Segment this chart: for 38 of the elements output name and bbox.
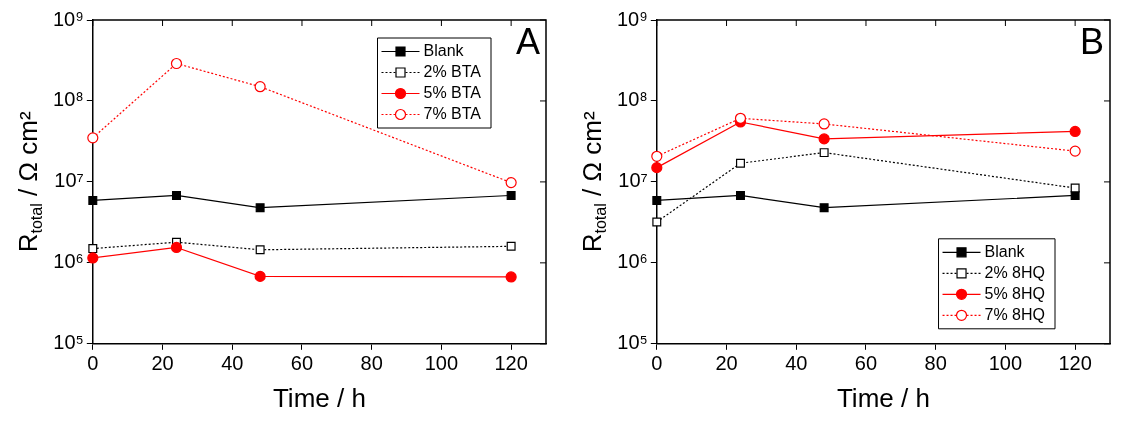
x-tick-label: 20 (151, 352, 174, 375)
x-tick-label: 100 (988, 352, 1023, 375)
chart-title: A (515, 20, 540, 62)
chart-title: B (1079, 20, 1104, 62)
x-tick-label: 20 (715, 352, 738, 375)
legend-label: 7% BTA (423, 104, 482, 122)
y-tick-label: 10⁶ (617, 250, 648, 273)
y-tick-label: 10⁹ (617, 7, 648, 30)
legend-label: Blank (984, 242, 1026, 260)
y-tick-label: 10⁸ (617, 88, 648, 111)
y-tick-label: 10⁶ (53, 250, 84, 273)
x-tick-label: 60 (854, 352, 878, 375)
x-tick-label: 80 (924, 352, 947, 375)
x-tick-label: 40 (221, 352, 244, 375)
legend-label: 5% BTA (423, 83, 482, 101)
y-axis-title: Rtotal / Ω cm² (13, 111, 46, 253)
x-tick-label: 60 (290, 352, 314, 375)
legend-label: 2% BTA (423, 62, 482, 80)
x-tick-label: 0 (651, 352, 663, 375)
x-axis-title: Time / h (836, 382, 930, 413)
y-tick-label: 10⁵ (617, 331, 648, 354)
y-axis-title: Rtotal / Ω cm² (577, 111, 610, 253)
x-tick-label: 100 (424, 352, 459, 375)
x-tick-label: 80 (360, 352, 383, 375)
legend-label: 7% 8HQ (984, 305, 1045, 323)
x-tick-label: 0 (87, 352, 99, 375)
legend-label: 5% 8HQ (984, 284, 1045, 302)
x-axis-title: Time / h (272, 382, 366, 413)
y-tick-label: 10⁸ (53, 88, 84, 111)
y-tick-label: 10⁷ (618, 169, 648, 192)
x-tick-label: 120 (1058, 352, 1092, 375)
x-tick-label: 40 (785, 352, 808, 375)
x-tick-label: 120 (494, 352, 528, 375)
y-tick-label: 10⁹ (53, 7, 84, 30)
y-tick-label: 10⁷ (54, 169, 84, 192)
legend-label: Blank (423, 41, 465, 59)
y-tick-label: 10⁵ (53, 331, 84, 354)
legend-label: 2% 8HQ (984, 263, 1045, 281)
